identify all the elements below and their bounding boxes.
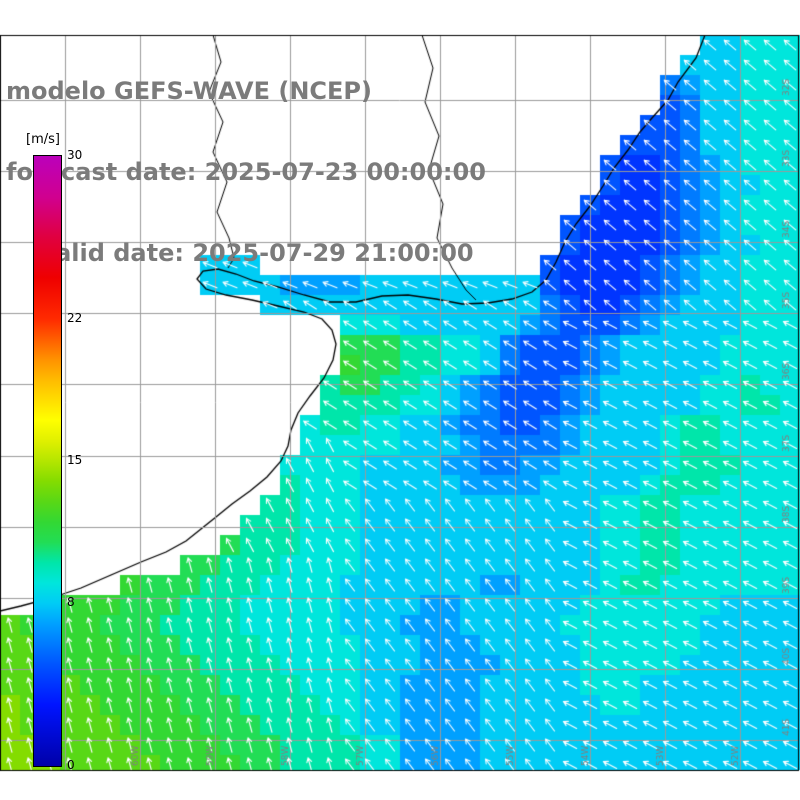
forecast-date-line: forecast date: 2025-07-23 00:00:00 (6, 158, 486, 186)
valid-date-line: valid date: 2025-07-29 21:00:00 (6, 239, 474, 267)
colorbar-gradient (33, 155, 62, 767)
colorbar-unit-label: [m/s] (26, 132, 60, 147)
colorbar-tick-label: 30 (67, 148, 83, 162)
colorbar-tick-label: 8 (67, 595, 75, 610)
title-block: modelo GEFS-WAVE (NCEP) forecast date: 2… (6, 24, 486, 321)
colorbar-tick-label: 15 (67, 453, 83, 467)
colorbar-tick-label: 22 (67, 310, 83, 325)
model-title: modelo GEFS-WAVE (NCEP) (6, 77, 372, 105)
colorbar-tick-label: 0 (67, 758, 75, 772)
